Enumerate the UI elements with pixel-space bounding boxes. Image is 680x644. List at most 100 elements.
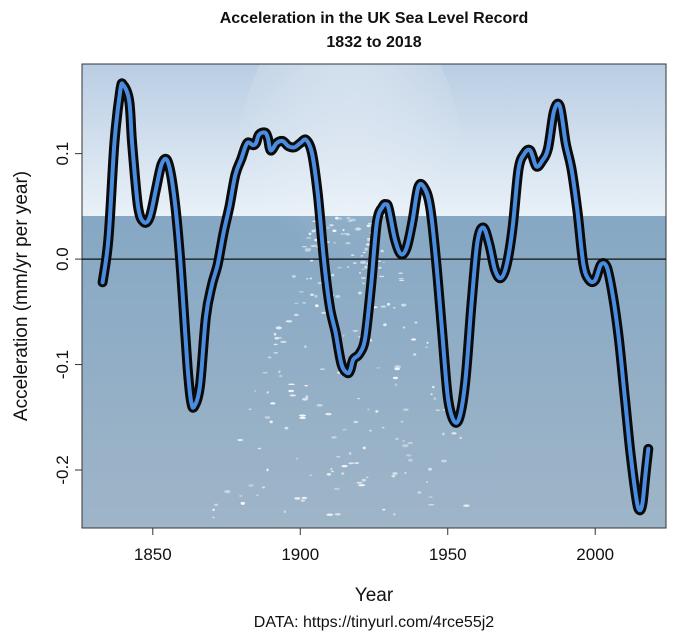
- sparkle: [348, 452, 352, 455]
- chart-title: Acceleration in the UK Sea Level Record: [220, 10, 529, 27]
- sparkle: [296, 457, 298, 460]
- sparkle: [343, 233, 350, 235]
- sparkle: [366, 224, 371, 227]
- sparkle: [294, 497, 301, 500]
- sparkle: [304, 345, 307, 349]
- sparkle: [355, 227, 362, 231]
- sparkle: [350, 254, 355, 256]
- sparkle: [442, 432, 445, 436]
- y-tick-label: 0.1: [53, 142, 72, 166]
- sparkle: [288, 383, 295, 386]
- sparkle: [463, 504, 470, 508]
- sparkle: [305, 278, 309, 280]
- sparkle: [380, 305, 387, 308]
- sparkle: [362, 282, 365, 285]
- sparkle: [394, 383, 398, 387]
- sparkle: [317, 281, 323, 285]
- sparkle: [264, 416, 271, 419]
- sparkle: [337, 266, 342, 269]
- sparkle: [361, 276, 366, 280]
- sparkle: [435, 409, 440, 411]
- sparkle: [279, 375, 283, 378]
- x-axis: 1850 1900 1950 2000: [134, 528, 614, 564]
- sparkle: [398, 272, 403, 275]
- sparkle: [402, 439, 405, 443]
- sparkle: [342, 228, 345, 232]
- sparkle: [331, 470, 334, 473]
- data-source-caption: DATA: https://tinyurl.com/4rce55j2: [254, 614, 494, 631]
- sparkle: [300, 499, 305, 502]
- sparkle: [333, 241, 337, 244]
- sparkle: [386, 302, 390, 306]
- sun-reflection: [212, 216, 470, 519]
- sparkle: [257, 447, 262, 450]
- sparkle: [330, 467, 333, 471]
- sparkle: [349, 218, 356, 222]
- sparkle: [309, 277, 313, 280]
- sparkle: [332, 229, 337, 233]
- sparkle: [275, 326, 282, 330]
- sparkle: [269, 420, 273, 424]
- sparkle: [212, 508, 215, 511]
- sparkle: [304, 385, 309, 387]
- sparkle: [280, 340, 287, 344]
- chart-subtitle: 1832 to 2018: [326, 34, 421, 51]
- sparkle: [347, 219, 352, 223]
- sparkle: [383, 323, 387, 327]
- sparkle: [310, 245, 316, 247]
- sparkle: [336, 455, 341, 458]
- y-tick-label: -0.2: [53, 455, 72, 484]
- sparkle: [394, 365, 401, 369]
- sparkle: [314, 294, 318, 298]
- sparkle: [289, 394, 297, 397]
- sparkle: [362, 251, 366, 254]
- sparkle: [255, 494, 259, 497]
- sparkle: [262, 486, 266, 489]
- sun-glare: [230, 64, 470, 446]
- sparkle: [273, 352, 278, 354]
- sparkle: [425, 480, 429, 484]
- sparkle: [248, 408, 252, 410]
- sparkle: [356, 481, 363, 484]
- sparkle: [369, 429, 372, 432]
- sparkle: [294, 302, 299, 305]
- sparkle: [364, 247, 368, 251]
- y-tick-label: -0.1: [53, 350, 72, 379]
- sparkle: [353, 420, 359, 424]
- sparkle: [299, 414, 306, 417]
- sparkle: [305, 395, 309, 399]
- sparkle: [407, 441, 414, 445]
- sparkle: [334, 513, 341, 516]
- sparkle: [326, 513, 334, 516]
- x-tick-label: 1950: [429, 545, 467, 564]
- sparkle: [413, 353, 417, 356]
- sparkle: [404, 472, 407, 474]
- sparkle: [392, 306, 396, 309]
- sparkle: [399, 279, 405, 282]
- sparkle: [333, 487, 341, 490]
- sparkle: [403, 408, 409, 412]
- sparkle: [451, 432, 457, 435]
- y-axis: -0.2 -0.1 0.0 0.1: [53, 142, 82, 485]
- sparkle: [359, 260, 367, 264]
- sparkle: [340, 233, 344, 235]
- sparkle: [254, 390, 257, 392]
- sparkle: [357, 397, 361, 400]
- sparkle: [298, 291, 305, 293]
- sparkle: [367, 408, 370, 411]
- sparkle: [428, 504, 435, 506]
- sparkle: [273, 343, 278, 346]
- sparkle: [302, 301, 306, 304]
- sparkle: [315, 304, 319, 308]
- sparkle: [309, 474, 313, 477]
- sparkle: [408, 458, 413, 462]
- sparkle: [329, 224, 334, 227]
- sparkle: [379, 275, 385, 278]
- sparkle: [212, 516, 215, 519]
- sparkle: [410, 338, 417, 341]
- sparkle: [341, 464, 348, 468]
- sparkle: [305, 237, 312, 239]
- sparkle: [364, 265, 368, 269]
- sparkle: [288, 389, 295, 393]
